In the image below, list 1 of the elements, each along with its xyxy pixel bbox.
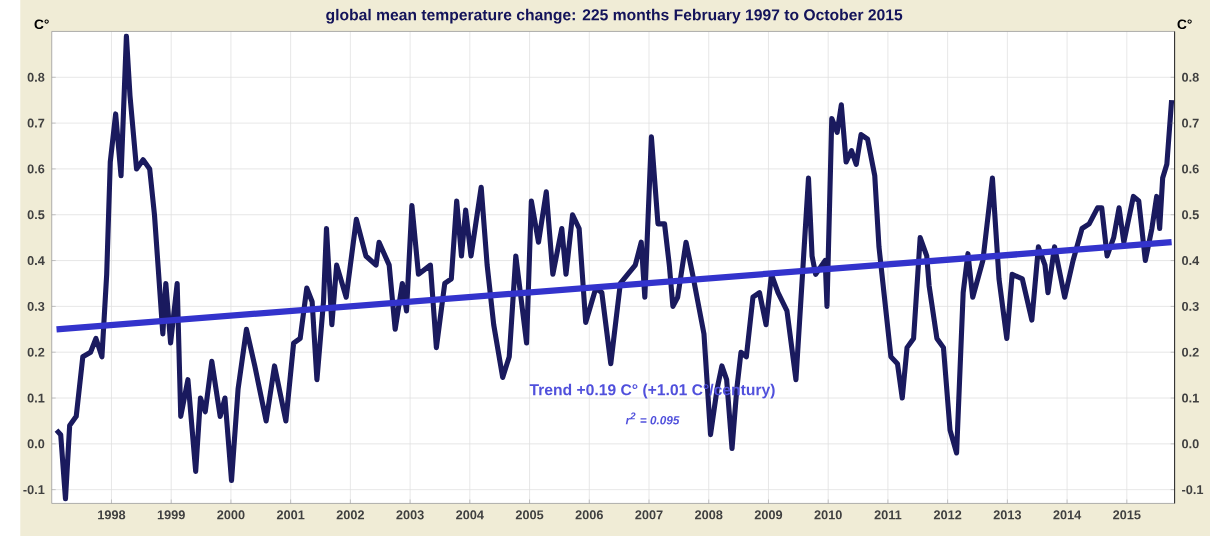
line-series [53,33,1175,501]
